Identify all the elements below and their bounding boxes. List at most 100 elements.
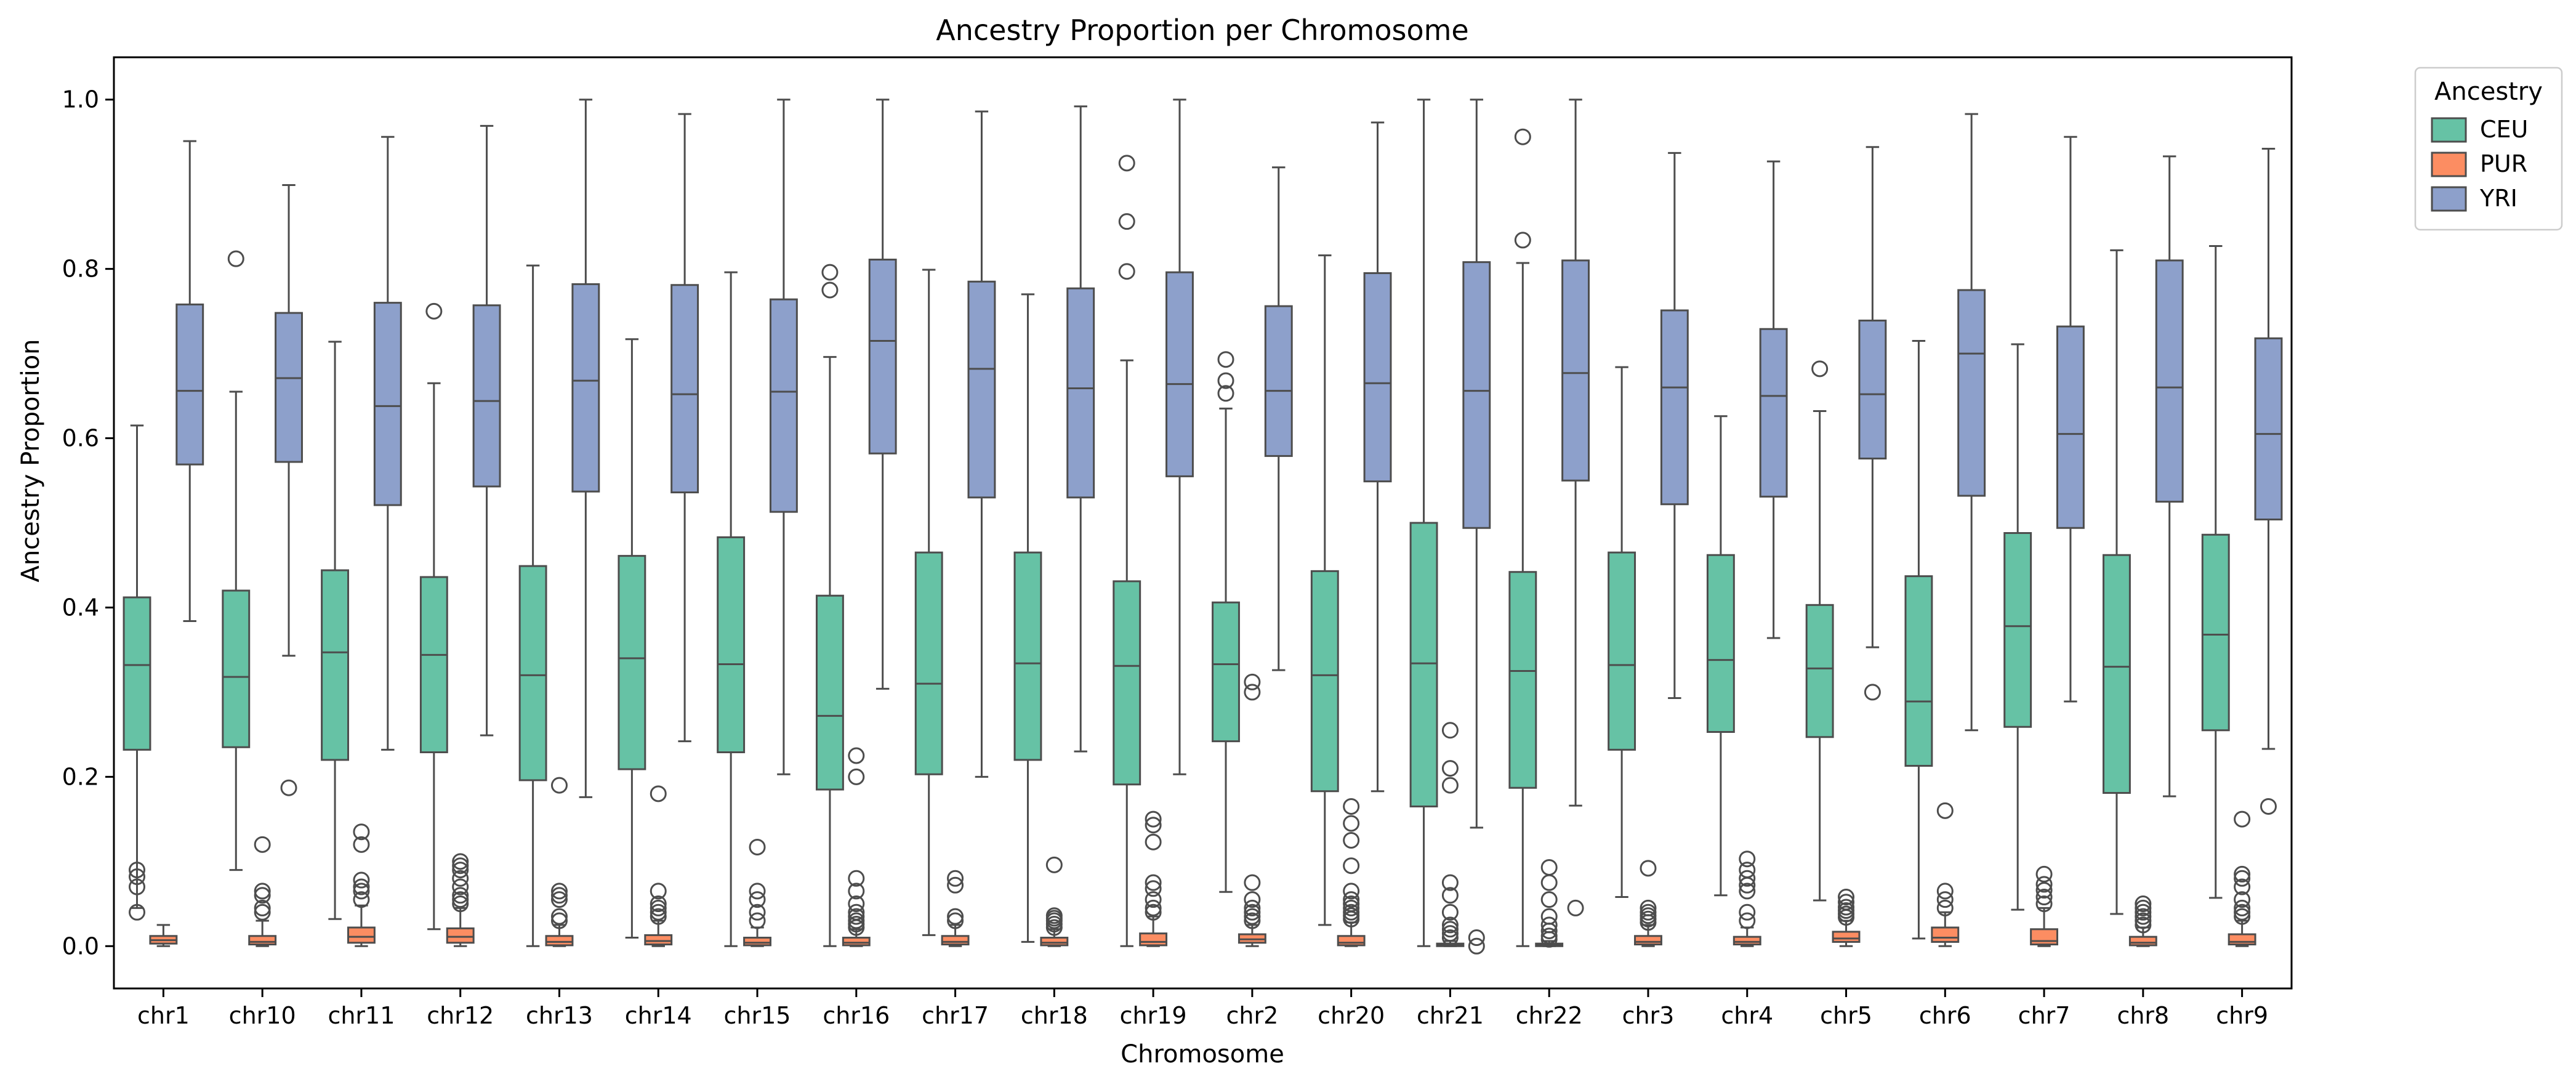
outlier-point — [1811, 360, 1829, 378]
legend-label-ceu: CEU — [2480, 116, 2528, 143]
box-ceu-chr18 — [1013, 293, 1042, 943]
iqr-box — [1165, 271, 1194, 477]
outlier-point — [353, 871, 370, 889]
box-pur-chr8 — [2128, 895, 2157, 947]
outlier-point — [821, 264, 839, 281]
x-tick-label: chr1 — [137, 1002, 190, 1029]
iqr-box — [1931, 926, 1960, 943]
iqr-box — [1066, 287, 1095, 499]
box-pur-chr14 — [644, 785, 673, 947]
x-tick-label: chr2 — [1226, 1002, 1278, 1029]
outlier-point — [1343, 903, 1360, 921]
outlier-point — [353, 883, 370, 900]
box-pur-chr21 — [1436, 722, 1465, 947]
iqr-box — [868, 259, 897, 455]
iqr-box — [967, 280, 996, 499]
iqr-box — [1660, 309, 1689, 506]
outlier-point — [1441, 903, 1459, 921]
box-ceu-chr5 — [1805, 360, 1834, 902]
box-pur-chr2 — [1238, 673, 1266, 947]
iqr-box — [1310, 570, 1339, 793]
iqr-box — [545, 935, 574, 947]
outlier-point — [550, 908, 568, 925]
outlier-point — [1441, 874, 1459, 891]
outlier-point — [1540, 908, 1558, 925]
box-pur-chr5 — [1832, 889, 1861, 947]
iqr-box — [2228, 933, 2256, 946]
box-ceu-chr14 — [618, 338, 646, 939]
outlier-point — [1540, 891, 1558, 908]
iqr-box — [1409, 522, 1438, 807]
series-ceu — [123, 99, 2230, 947]
box-pur-chr7 — [2030, 865, 2059, 947]
outlier-point — [550, 887, 568, 904]
outlier-point — [1441, 925, 1459, 942]
outlier-point — [1739, 862, 1756, 879]
x-tick-label: chr19 — [1120, 1002, 1187, 1029]
outlier-point — [749, 883, 766, 900]
outlier-point — [1045, 856, 1063, 873]
outlier-point — [1145, 899, 1162, 916]
outlier-point — [1145, 903, 1162, 921]
outlier-point — [1145, 810, 1162, 828]
legend-label-yri: YRI — [2479, 185, 2518, 212]
iqr-box — [2003, 531, 2032, 728]
iqr-box — [347, 926, 376, 944]
outlier-point — [848, 883, 865, 900]
outlier-point — [1540, 859, 1558, 876]
iqr-box — [2030, 928, 2059, 946]
outlier-point — [650, 903, 667, 921]
box-yri-chr15 — [769, 99, 798, 775]
iqr-box — [1561, 259, 1590, 482]
outlier-point — [1540, 916, 1558, 934]
iqr-box — [842, 937, 871, 947]
box-pur-chr6 — [1931, 802, 1960, 947]
outlier-point — [1118, 155, 1135, 172]
outlier-point — [1640, 903, 1657, 921]
x-tick-label: chr3 — [1622, 1002, 1675, 1029]
box-pur-chr12 — [446, 853, 475, 947]
iqr-box — [1508, 571, 1537, 789]
box-yri-chr2 — [1264, 166, 1293, 671]
outlier-point — [1540, 927, 1558, 945]
iqr-box — [1264, 305, 1293, 457]
iqr-box — [618, 555, 646, 770]
iqr-box — [446, 927, 475, 944]
outlier-point — [1244, 891, 1261, 908]
outlier-point — [2260, 798, 2277, 815]
outlier-point — [1441, 777, 1459, 794]
box-yri-chr10 — [275, 184, 303, 796]
outlier-point — [650, 908, 667, 925]
box-pur-chr3 — [1634, 860, 1662, 947]
outlier-point — [129, 878, 146, 895]
outlier-point — [1468, 937, 1485, 955]
outlier-point — [1864, 684, 1881, 701]
outlier-point — [1441, 916, 1459, 934]
x-tick-label: chr9 — [2216, 1002, 2268, 1029]
outlier-point — [2234, 870, 2251, 887]
box-yri-chr19 — [1165, 99, 1194, 775]
outlier-point — [2234, 899, 2251, 916]
outlier-point — [129, 903, 146, 921]
outlier-point — [2035, 876, 2053, 893]
iqr-box — [1608, 551, 1636, 751]
box-ceu-chr19 — [1113, 155, 1141, 947]
outlier-point — [1739, 903, 1756, 921]
outlier-point — [353, 823, 370, 841]
iqr-box — [1733, 935, 1761, 946]
box-yri-chr22 — [1561, 99, 1590, 916]
iqr-box — [1363, 272, 1392, 483]
box-pur-chr15 — [743, 838, 771, 947]
outlier-point — [2234, 878, 2251, 895]
outlier-point — [1936, 802, 1954, 819]
x-tick-label: chr7 — [2018, 1002, 2071, 1029]
outlier-point — [1739, 912, 1756, 929]
box-ceu-chr13 — [518, 264, 547, 947]
box-pur-chr16 — [842, 747, 871, 947]
outlier-point — [650, 895, 667, 913]
x-tick-label: chr18 — [1021, 1002, 1088, 1029]
y-tick-label: 0.2 — [62, 763, 99, 790]
box-ceu-chr8 — [2103, 249, 2131, 915]
box-yri-chr1 — [175, 140, 204, 622]
outlier-point — [2135, 899, 2152, 916]
